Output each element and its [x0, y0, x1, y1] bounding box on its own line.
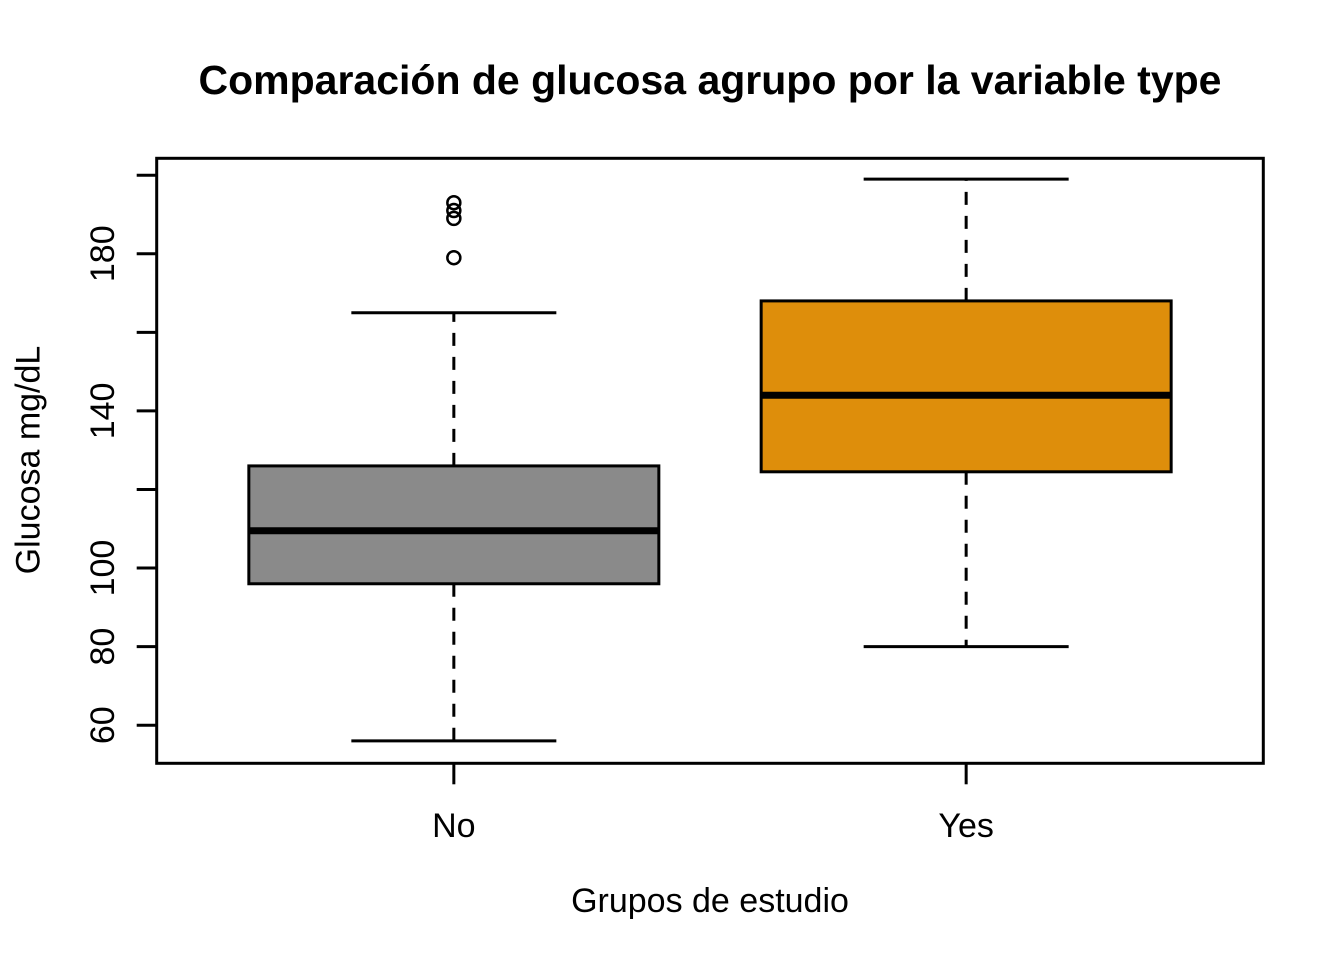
y-tick-label: 180: [84, 225, 122, 282]
y-tick-label: 80: [84, 628, 122, 666]
y-tick-label: 60: [84, 706, 122, 744]
outlier-point: [446, 202, 462, 219]
outlier-point: [446, 249, 462, 266]
x-axis-title: Grupos de estudio: [571, 882, 849, 920]
x-tick-label: Yes: [938, 807, 993, 845]
outlier-point: [446, 210, 462, 227]
x-tick-label: No: [432, 807, 475, 845]
y-tick-label: 140: [84, 383, 122, 440]
y-tick-label: 100: [84, 540, 122, 597]
plot-frame: [155, 156, 1265, 765]
chart-title: Comparación de glucosa agrupo por la var…: [198, 57, 1222, 103]
box-yes: [759, 299, 1173, 474]
outlier-point: [446, 194, 462, 211]
box-no: [247, 464, 661, 586]
